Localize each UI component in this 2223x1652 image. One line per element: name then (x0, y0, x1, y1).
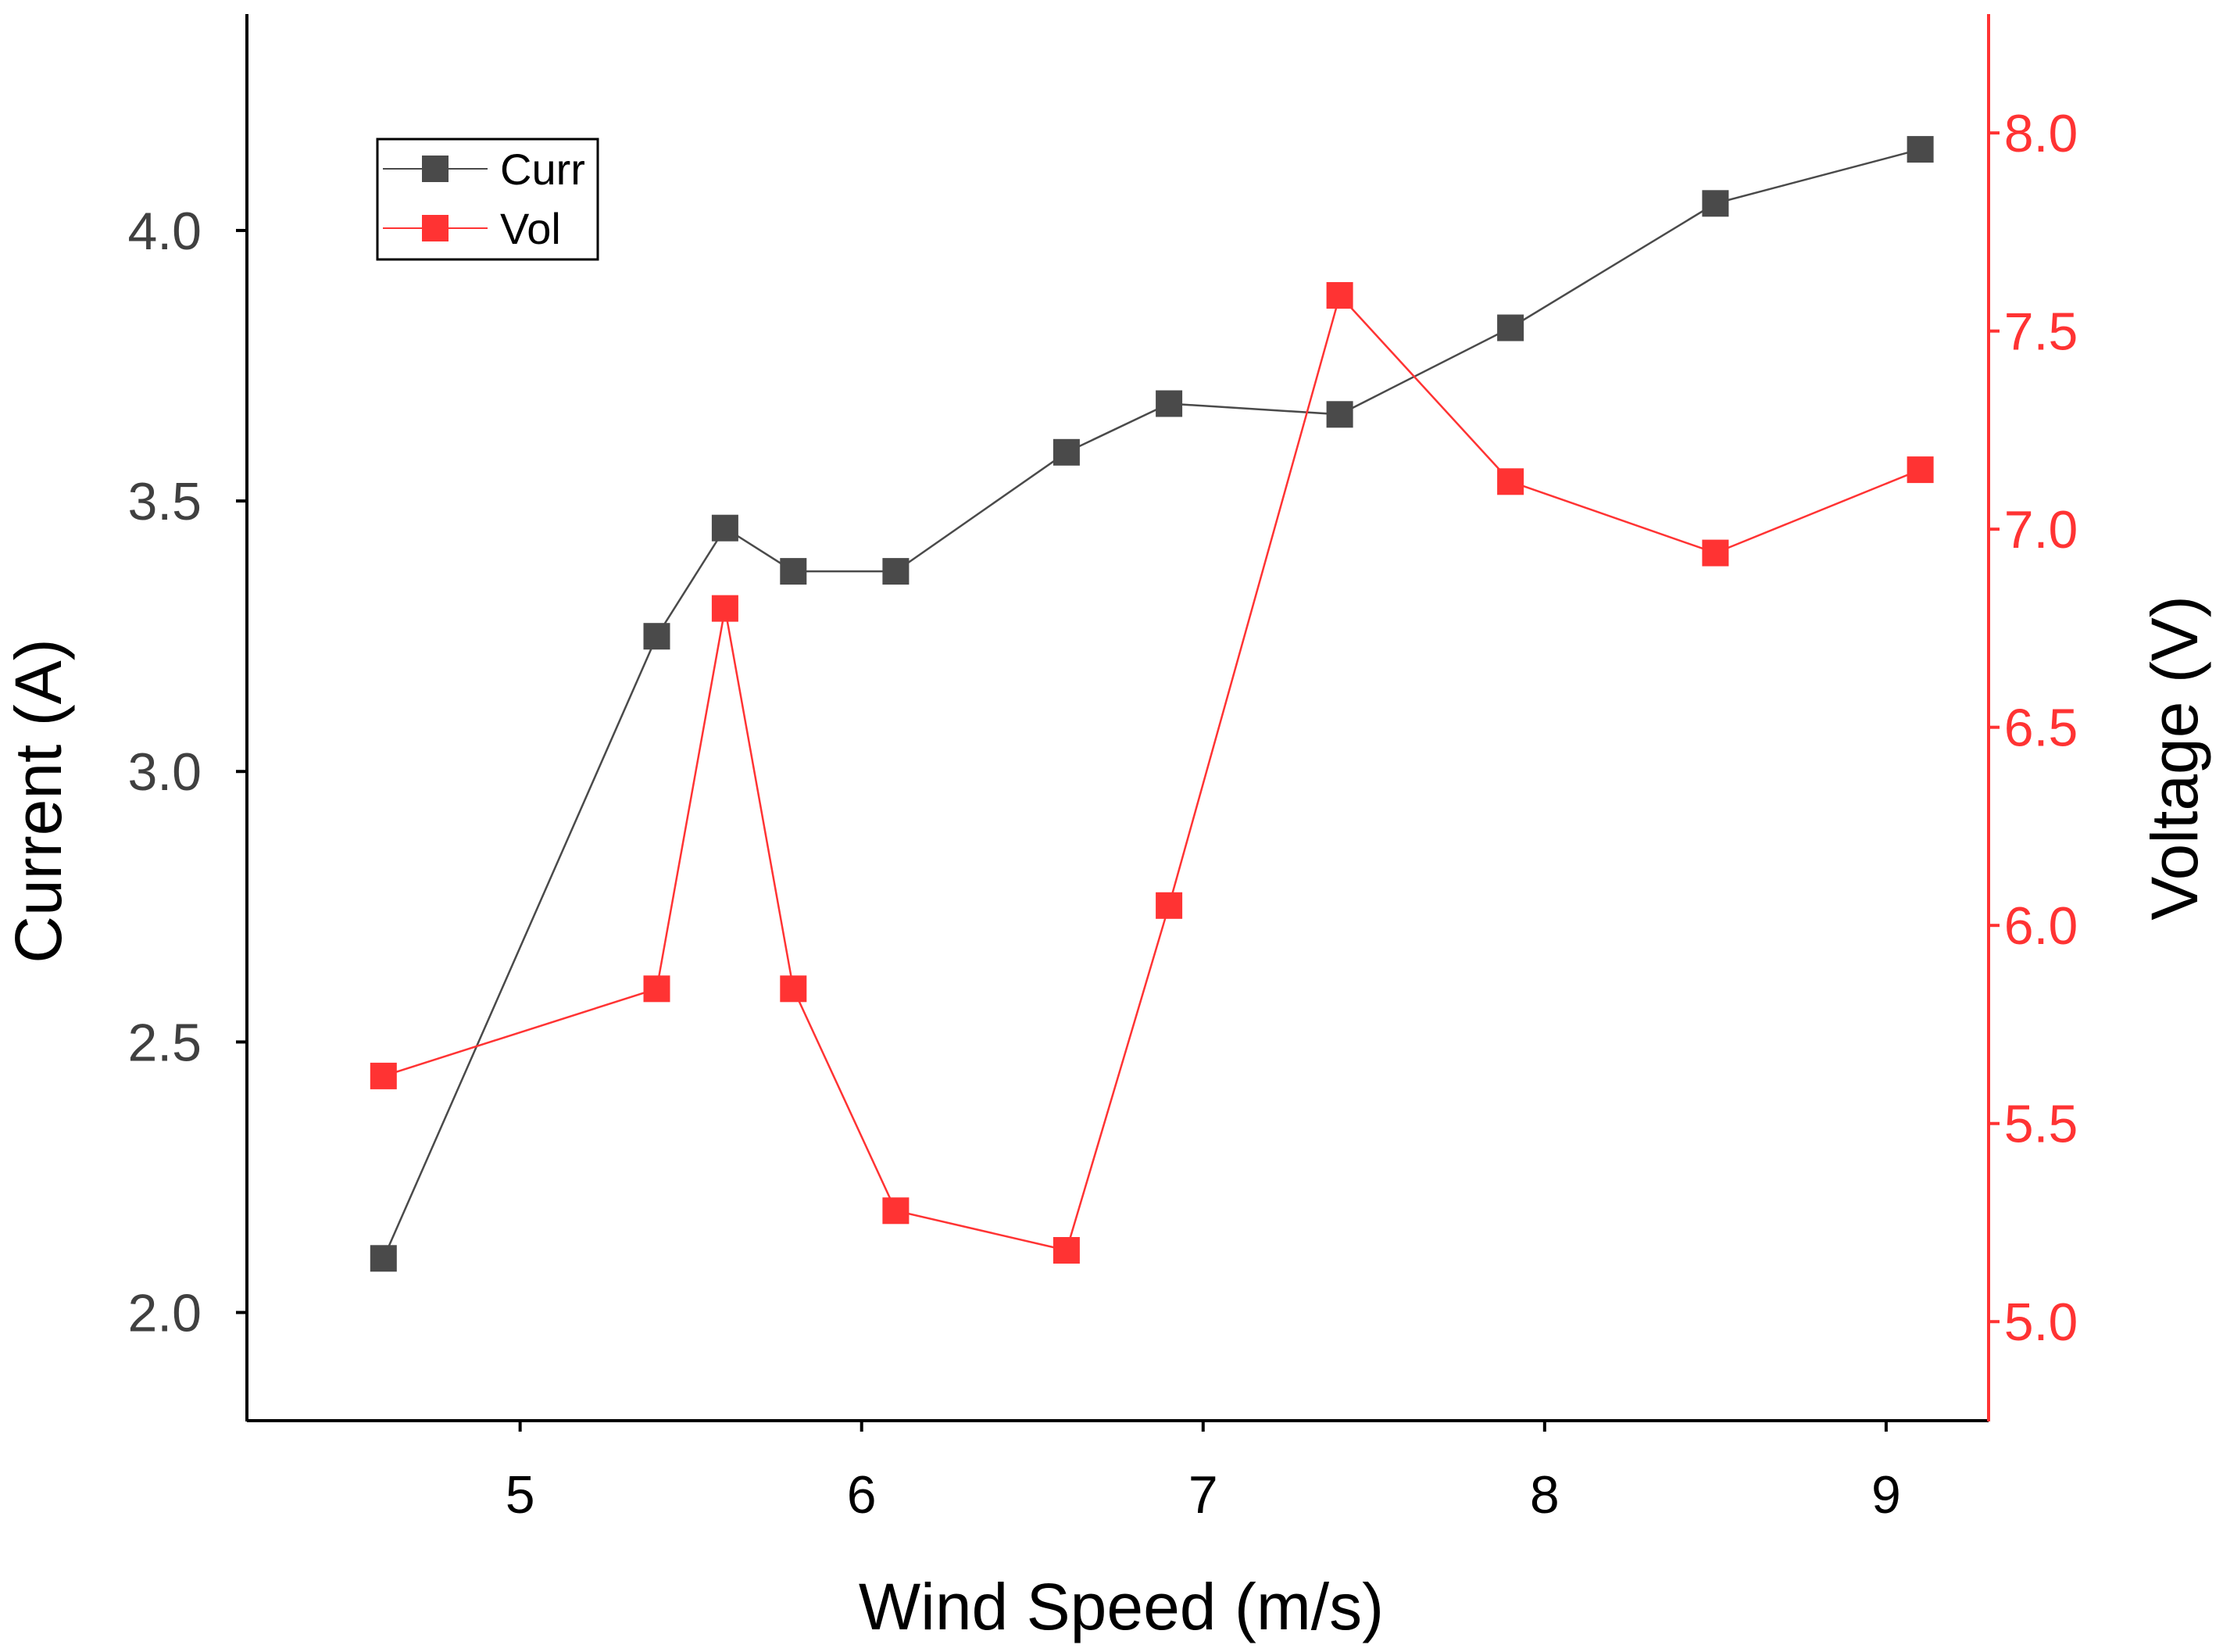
x-tick-label: 5 (506, 1465, 535, 1525)
data-point-curr (780, 558, 807, 585)
data-point-curr (1907, 136, 1934, 163)
y2-axis-title: Voltage (V) (2138, 595, 2211, 921)
y-tick-label: 2.5 (127, 1013, 202, 1072)
y2-tick-label: 5.5 (2004, 1095, 2078, 1154)
x-axis-title: Wind Speed (m/s) (859, 1570, 1384, 1643)
data-point-curr (1053, 438, 1080, 466)
data-point-vol (1326, 282, 1353, 309)
legend-vol-marker (422, 215, 449, 241)
x-tick-label: 7 (1188, 1465, 1218, 1525)
legend-curr-marker (422, 156, 449, 182)
y2-tick-label: 6.0 (2004, 896, 2078, 956)
data-point-curr (1702, 190, 1729, 217)
data-point-curr (711, 514, 738, 542)
x-tick-label: 8 (1530, 1465, 1560, 1525)
data-point-curr (1326, 401, 1353, 428)
x-tick-label: 9 (1871, 1465, 1901, 1525)
y2-tick-label: 6.5 (2004, 699, 2078, 758)
y2-tick-label: 7.5 (2004, 302, 2078, 362)
y-axis-title: Current (A) (2, 638, 75, 963)
data-point-vol (1497, 468, 1524, 495)
data-point-curr (643, 623, 670, 650)
y-tick-label: 2.0 (127, 1284, 202, 1343)
data-point-vol (643, 975, 670, 1003)
y2-tick-label: 8.0 (2004, 104, 2078, 163)
data-point-vol (1907, 456, 1934, 484)
axes: 5 6 7 8 9 2.0 2.5 3.0 3.5 4.0 5.0 5.5 6.0 6.5 7.0 7.5 8.… (127, 14, 2078, 1525)
legend: Curr Vol (376, 138, 599, 261)
legend-box (376, 138, 599, 261)
data-point-vol (1053, 1237, 1080, 1264)
data-point-curr (882, 558, 910, 585)
legend-vol-label: Vol (500, 204, 561, 253)
data-point-vol (370, 1062, 397, 1089)
data-point-curr (1497, 314, 1524, 341)
data-point-vol (711, 595, 738, 622)
data-point-curr (370, 1245, 397, 1272)
data-point-curr (1156, 390, 1183, 417)
data-point-vol (1702, 539, 1729, 567)
data-point-vol (882, 1197, 910, 1225)
x-tick-label: 6 (847, 1465, 877, 1525)
y-tick-label: 3.5 (127, 472, 202, 531)
y-tick-label: 3.0 (127, 742, 202, 802)
y2-tick-label: 7.0 (2004, 500, 2078, 560)
y2-tick-label: 5.0 (2004, 1293, 2078, 1352)
y-tick-label: 4.0 (127, 202, 202, 261)
legend-curr-label: Curr (500, 145, 585, 194)
series-layer (370, 136, 1934, 1272)
data-point-vol (1156, 892, 1183, 919)
data-point-vol (780, 975, 807, 1003)
